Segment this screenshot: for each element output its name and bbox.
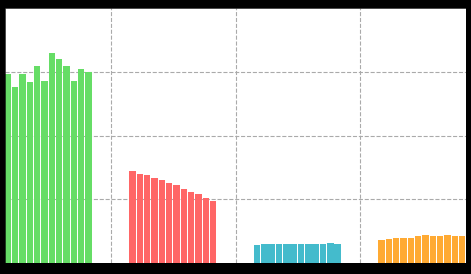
Bar	[415, 236, 422, 263]
Bar	[444, 235, 451, 263]
Bar	[430, 236, 436, 263]
Bar	[320, 244, 326, 263]
Bar	[276, 244, 282, 263]
Bar	[63, 65, 70, 263]
Bar	[180, 189, 187, 263]
Bar	[459, 236, 465, 263]
Bar	[312, 244, 319, 263]
Bar	[188, 192, 195, 263]
Bar	[437, 236, 443, 263]
Bar	[85, 72, 92, 263]
Bar	[151, 178, 158, 263]
Bar	[166, 183, 172, 263]
Bar	[71, 81, 77, 263]
Bar	[129, 171, 136, 263]
Bar	[195, 194, 202, 263]
Bar	[254, 245, 260, 263]
Bar	[144, 175, 150, 263]
Bar	[159, 180, 165, 263]
Bar	[56, 59, 63, 263]
Bar	[41, 81, 48, 263]
Bar	[305, 244, 311, 263]
Bar	[78, 69, 84, 263]
Bar	[298, 244, 304, 263]
Bar	[283, 244, 290, 263]
Bar	[386, 239, 392, 263]
Bar	[327, 243, 333, 263]
Bar	[261, 244, 268, 263]
Bar	[12, 87, 18, 263]
Bar	[173, 185, 179, 263]
Bar	[422, 235, 429, 263]
Bar	[137, 174, 143, 263]
Bar	[27, 82, 33, 263]
Bar	[334, 244, 341, 263]
Bar	[408, 238, 414, 263]
Bar	[210, 201, 216, 263]
Bar	[19, 75, 26, 263]
Bar	[203, 198, 209, 263]
Bar	[452, 236, 458, 263]
Bar	[49, 53, 55, 263]
Bar	[34, 65, 41, 263]
Bar	[291, 244, 297, 263]
Bar	[400, 238, 407, 263]
Bar	[378, 240, 385, 263]
Bar	[5, 75, 11, 263]
Bar	[393, 238, 399, 263]
Bar	[268, 244, 275, 263]
